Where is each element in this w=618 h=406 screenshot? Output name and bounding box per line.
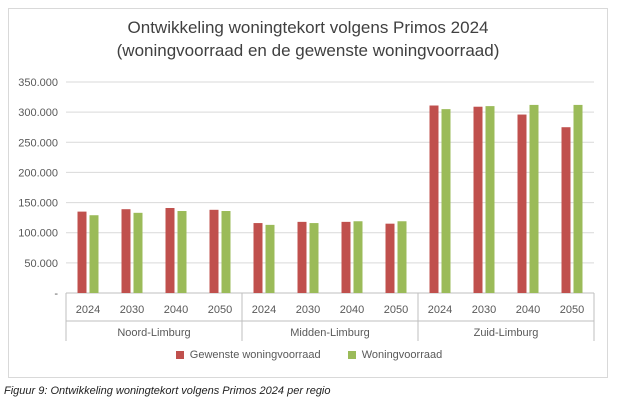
legend-swatch-gewenste <box>175 351 184 359</box>
y-tick-label: 350.000 <box>18 77 58 89</box>
bar-woningvoorraad <box>265 224 275 293</box>
bar-woningvoorraad <box>441 109 451 293</box>
y-tick-label: - <box>54 288 58 300</box>
bar-woningvoorraad <box>177 211 187 293</box>
legend-swatch-woningvoorraad <box>347 351 356 359</box>
bar-woningvoorraad <box>221 211 231 293</box>
bar-gewenste-woningvoorraad <box>77 211 87 293</box>
legend-item-gewenste: Gewenste woningvoorraad <box>175 349 321 361</box>
y-tick-label: 100.000 <box>18 228 58 240</box>
bar-woningvoorraad <box>573 104 583 293</box>
legend-item-woningvoorraad: Woningvoorraad <box>347 349 443 361</box>
chart-frame <box>8 8 608 378</box>
bar-woningvoorraad <box>529 104 539 293</box>
bar-woningvoorraad <box>485 106 495 293</box>
bar-gewenste-woningvoorraad <box>297 221 307 293</box>
x-category-label: 2050 <box>384 304 408 316</box>
y-tick-label: 300.000 <box>18 107 58 119</box>
x-category-label: 2040 <box>164 304 188 316</box>
x-category-label: 2050 <box>208 304 232 316</box>
x-category-label: 2050 <box>560 304 584 316</box>
bar-gewenste-woningvoorraad <box>253 223 263 293</box>
y-tick-label: 200.000 <box>18 167 58 179</box>
y-tick-label: 150.000 <box>18 198 58 210</box>
x-group-label: Midden-Limburg <box>290 327 369 339</box>
bar-woningvoorraad <box>353 221 363 293</box>
chart-subtitle: (woningvoorraad en de gewenste woningvoo… <box>116 41 500 60</box>
y-tick-label: 50.000 <box>24 258 58 270</box>
x-category-label: 2040 <box>340 304 364 316</box>
x-group-label: Zuid-Limburg <box>474 327 539 339</box>
x-group-label: Noord-Limburg <box>117 327 190 339</box>
figure-caption: Figuur 9: Ontwikkeling woningtekort volg… <box>4 385 331 397</box>
x-category-label: 2024 <box>252 304 276 316</box>
x-category-label: 2040 <box>516 304 540 316</box>
x-category-label: 2030 <box>296 304 320 316</box>
bar-woningvoorraad <box>133 212 143 293</box>
bar-gewenste-woningvoorraad <box>385 223 395 293</box>
bar-gewenste-woningvoorraad <box>121 209 131 293</box>
x-category-label: 2024 <box>428 304 452 316</box>
bar-woningvoorraad <box>397 221 407 293</box>
legend-label-gewenste: Gewenste woningvoorraad <box>189 349 321 361</box>
x-category-label: 2024 <box>76 304 100 316</box>
bar-gewenste-woningvoorraad <box>429 105 439 293</box>
bar-woningvoorraad <box>89 215 99 293</box>
bar-gewenste-woningvoorraad <box>209 209 219 293</box>
bar-gewenste-woningvoorraad <box>341 221 351 293</box>
x-category-label: 2030 <box>472 304 496 316</box>
chart-legend: Gewenste woningvoorraad Woningvoorraad <box>0 349 618 361</box>
bar-gewenste-woningvoorraad <box>473 106 483 294</box>
x-category-label: 2030 <box>120 304 144 316</box>
bar-woningvoorraad <box>309 223 319 293</box>
legend-label-woningvoorraad: Woningvoorraad <box>361 349 443 361</box>
bar-gewenste-woningvoorraad <box>517 114 527 293</box>
y-tick-label: 250.000 <box>18 137 58 149</box>
bar-gewenste-woningvoorraad <box>561 127 571 293</box>
bar-gewenste-woningvoorraad <box>165 207 175 293</box>
chart-title: Ontwikkeling woningtekort volgens Primos… <box>127 18 489 37</box>
